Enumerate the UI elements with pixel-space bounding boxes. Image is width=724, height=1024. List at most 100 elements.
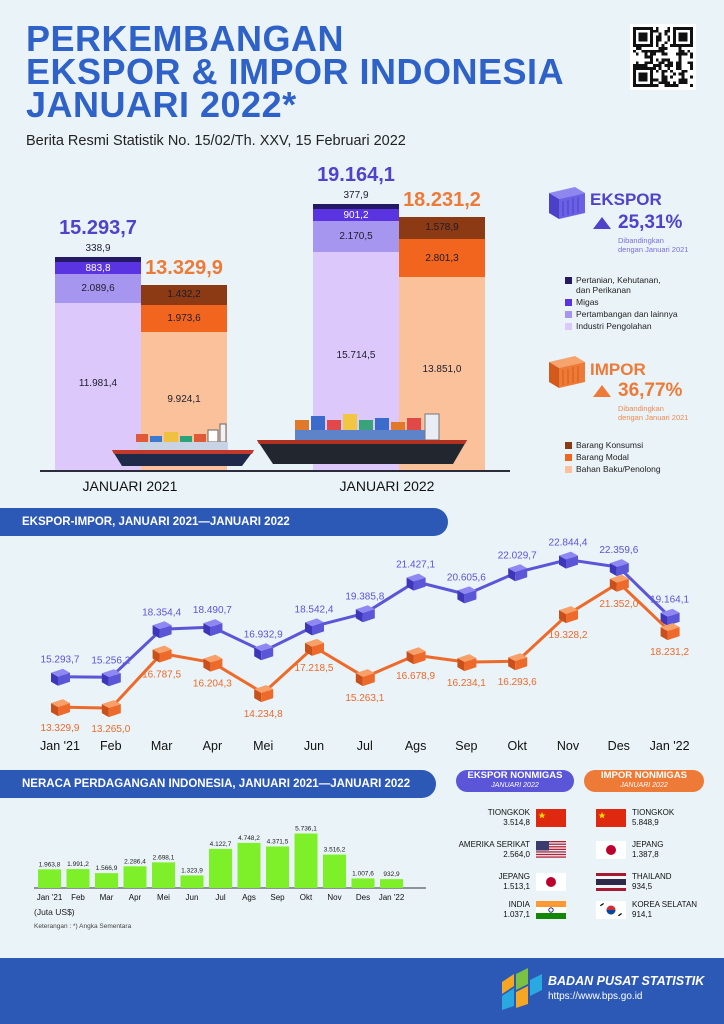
export-segment-label: 883,8 <box>85 262 111 274</box>
import-total-label: 18.231,2 <box>403 188 481 211</box>
export-container-icon <box>549 187 585 219</box>
import-point <box>406 647 426 665</box>
export-value-label: 19.164,1 <box>650 595 689 606</box>
export-point <box>254 643 274 661</box>
balance-x-label: Nov <box>327 893 341 902</box>
import-value-label: 16.204,3 <box>193 679 232 690</box>
thailand-flag-icon <box>596 873 626 891</box>
usa-flag-icon <box>536 841 566 858</box>
country-name: THAILAND <box>632 872 672 881</box>
export-value-label: 18.542,4 <box>295 604 334 615</box>
legend-pertambangan: Pertambangan dan lainnya <box>565 309 678 319</box>
import-growth: 36,77% <box>592 380 682 402</box>
import-point <box>101 700 121 718</box>
export-point <box>406 573 426 591</box>
cargo-ship-large-icon <box>257 413 467 464</box>
export-value-label: 22.029,7 <box>498 550 537 561</box>
country-value: 2.564,0 <box>503 850 530 859</box>
x-tick-label: Des <box>608 739 630 753</box>
x-tick-label: Okt <box>507 739 527 753</box>
country-name: INDIA <box>508 900 530 909</box>
triangle-up-icon <box>593 385 611 397</box>
import-point <box>51 699 70 717</box>
balance-bar <box>152 862 175 888</box>
import-point <box>457 654 477 672</box>
legend-migas: Migas <box>565 297 678 307</box>
bar-baseline <box>40 470 510 472</box>
export-point <box>660 608 680 626</box>
balance-x-label: Jan '21 <box>37 893 63 902</box>
export-segment: 2.170,5 <box>313 221 399 252</box>
balance-bar <box>380 879 403 888</box>
balance-value-label: 2.698,1 <box>153 854 175 861</box>
export-value-label: 16.932,9 <box>244 629 283 640</box>
import-value-label: 16.787,5 <box>142 670 181 681</box>
japan-flag-icon <box>536 873 566 891</box>
import-segment: 2.801,3 <box>399 238 485 278</box>
country-name: JEPANG <box>498 872 530 881</box>
export-point <box>457 586 477 604</box>
footer-url[interactable]: https://www.bps.go.id <box>548 991 643 1002</box>
x-tick-label: Mei <box>253 739 273 753</box>
import-value-label: 18.231,2 <box>650 647 689 658</box>
import-segment-label: 2.801,3 <box>425 252 459 264</box>
export-segment: 11.981,4 <box>55 303 141 470</box>
export-point <box>51 668 70 686</box>
cargo-ship-small-icon <box>112 423 254 466</box>
balance-bar <box>294 833 318 888</box>
import-segment: 1.578,9 <box>399 216 485 239</box>
import-total-label: 13.329,9 <box>145 256 223 279</box>
x-tick-label: Feb <box>100 739 122 753</box>
qr-code-icon[interactable] <box>630 24 696 90</box>
export-point <box>508 564 528 582</box>
import-value-label: 16.293,6 <box>498 677 537 688</box>
x-tick-label: Jan '22 <box>650 739 690 753</box>
legend-bahan-baku: Bahan Baku/Penolong <box>565 464 661 474</box>
china-flag-icon <box>596 809 626 827</box>
import-container-icon <box>549 356 585 388</box>
export-segment-label: 338,9 <box>85 243 111 255</box>
legend-konsumsi: Barang Konsumsi <box>565 440 661 450</box>
year-label-2022: JANUARI 2022 <box>339 478 435 494</box>
export-segment: 377,9 <box>313 190 399 209</box>
japan-flag-icon <box>596 841 626 859</box>
export-value-label: 19.385,8 <box>345 591 384 602</box>
import-value-label: 13.329,9 <box>41 723 80 734</box>
balance-x-label: Ags <box>242 893 256 902</box>
country-value: 934,5 <box>632 882 653 891</box>
balance-x-label: Des <box>356 893 370 902</box>
import-legend: Barang Konsumsi Barang Modal Bahan Baku/… <box>565 440 661 476</box>
export-country-entry: JEPANG 1.513,1 <box>499 872 530 892</box>
export-compare: Dibandingkan dengan Januari 2021 <box>618 236 689 254</box>
balance-bar <box>351 878 375 888</box>
export-total-label: 19.164,1 <box>317 163 395 186</box>
balance-value-label: 1.991,2 <box>67 861 89 868</box>
balance-x-label: Jun <box>186 893 199 902</box>
balance-bar-chart: 1.963,8 Jan '21 1.991,2 Feb 1.566,9 Mar 2.286,… <box>34 826 426 902</box>
country-name: TIONGKOK <box>632 808 675 817</box>
country-value: 1.513,1 <box>503 882 530 891</box>
import-point <box>203 654 223 672</box>
import-point <box>254 685 274 703</box>
balance-bar <box>209 848 232 888</box>
bps-logo-icon <box>502 968 542 1010</box>
title-line-1: PERKEMBANGAN <box>26 18 345 59</box>
import-growth-value: 36,77% <box>618 380 683 401</box>
x-tick-label: Jan '21 <box>40 739 80 753</box>
korea-flag-icon <box>596 901 626 919</box>
export-value-label: 21.427,1 <box>396 560 435 571</box>
balance-x-label: Mei <box>157 893 170 902</box>
balance-x-label: Apr <box>129 893 142 902</box>
triangle-up-icon <box>593 217 611 229</box>
import-segment-label: 1.973,6 <box>167 312 201 324</box>
country-value: 3.514,8 <box>503 818 530 827</box>
nonmigas-list: TIONGKOK 3.514,8 AMERIKA SERIKAT 2.564,0 JEP… <box>430 800 720 930</box>
balance-x-label: Mar <box>100 893 114 902</box>
import-country-entry: KOREA SELATAN 914,1 <box>632 900 697 920</box>
import-value-label: 15.263,1 <box>345 693 384 704</box>
export-point <box>559 551 578 569</box>
import-value-label: 16.678,9 <box>396 671 435 682</box>
import-segment-label: 1.578,9 <box>425 222 459 234</box>
import-point <box>559 606 578 624</box>
year-label-2021: JANUARI 2021 <box>82 478 178 494</box>
